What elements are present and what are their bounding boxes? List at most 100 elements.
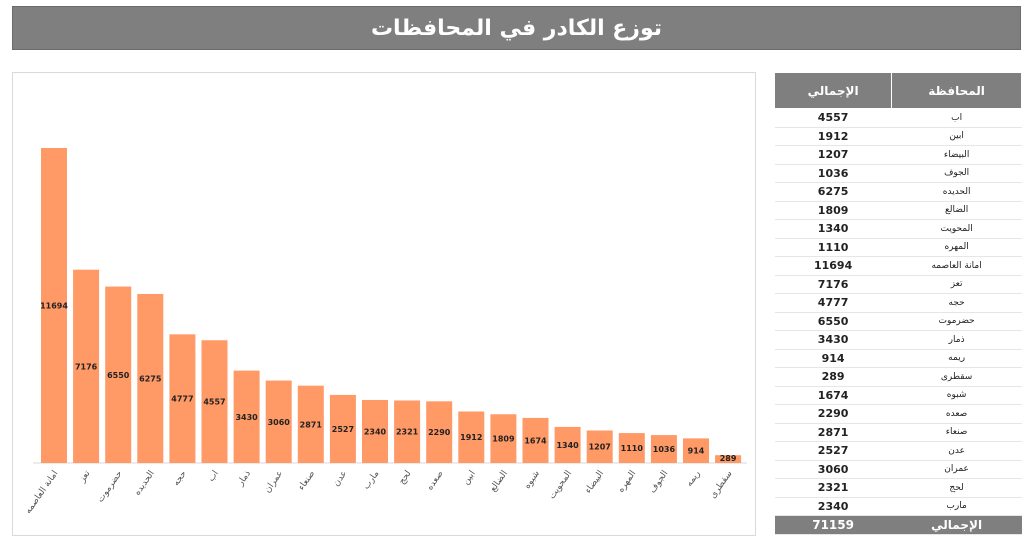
row-governorate: ابين [891, 127, 1022, 146]
bar [618, 433, 645, 463]
category-label: حضرموت [96, 469, 125, 504]
table-header-row: الإجمالي المحافظة [773, 72, 1022, 109]
row-governorate: صعده [891, 404, 1022, 424]
bar [233, 370, 260, 463]
bar [73, 269, 100, 463]
data-label: 1036 [653, 445, 676, 454]
category-label: لحج [397, 469, 413, 487]
data-label: 1912 [460, 433, 482, 442]
bar [362, 399, 388, 463]
table-row: 2290 صعده [774, 404, 1022, 424]
row-governorate: ذمار [891, 330, 1022, 350]
row-value: 2527 [774, 441, 892, 461]
bar [554, 426, 581, 463]
data-label: 3060 [268, 418, 291, 427]
row-value: 2321 [774, 478, 892, 498]
data-label: 6550 [107, 371, 130, 380]
row-value: 1674 [774, 386, 892, 405]
table-body: 4557 اب 1912 ابين 1207 البيضاء 1036 الجوف 6275 ال… [774, 108, 1022, 516]
row-value: 6275 [774, 182, 892, 202]
row-value: 2290 [774, 404, 892, 424]
bar [201, 340, 228, 463]
category-label: مارب [362, 469, 382, 492]
data-label: 3430 [235, 413, 258, 422]
bar [329, 394, 356, 463]
bar [169, 334, 196, 463]
table-row: 4777 حجه [774, 293, 1022, 313]
row-value: 289 [774, 367, 892, 387]
row-value: 1340 [774, 219, 892, 239]
row-value: 3060 [774, 460, 892, 479]
total-value: 71159 [774, 515, 892, 535]
row-value: 11694 [774, 256, 892, 276]
category-label: شبوه [523, 469, 542, 491]
bar [586, 430, 613, 463]
row-governorate: شبوه [891, 386, 1022, 405]
row-governorate: الضالع [891, 201, 1022, 220]
category-label: الجوف [648, 469, 671, 495]
category-label: عدن [332, 469, 350, 488]
title-bar: توزع الكادر في المحافظات [12, 6, 1021, 50]
row-governorate: المحويت [891, 219, 1022, 239]
page-title: توزع الكادر في المحافظات [370, 15, 663, 41]
row-value: 1207 [774, 145, 892, 165]
header-governorate: المحافظة [891, 72, 1022, 109]
data-label: 2321 [396, 428, 419, 437]
data-label: 2290 [428, 428, 451, 437]
row-governorate: عمران [891, 460, 1022, 479]
bar [265, 380, 292, 463]
table-row: 3060 عمران [774, 460, 1022, 479]
table-row: 2527 عدن [774, 441, 1022, 461]
table-row: 1340 المحويت [774, 219, 1022, 239]
table-row: 11694 امانة العاصمه [774, 256, 1022, 276]
data-label: 289 [720, 454, 737, 463]
row-value: 1912 [774, 127, 892, 146]
table-row: 1809 الضالع [774, 201, 1022, 220]
data-label: 2871 [300, 420, 323, 429]
table-row: 4557 اب [774, 108, 1022, 128]
table-row: 1912 ابين [774, 127, 1022, 146]
table-row: 2321 لحج [774, 478, 1022, 498]
table-row: 6275 الحديده [774, 182, 1022, 202]
category-label: امانة العاصمه [23, 469, 60, 516]
row-governorate: عدن [891, 441, 1022, 461]
row-governorate: ريمه [891, 349, 1022, 368]
table-row: 1110 المهره [774, 238, 1022, 257]
category-label: عمران [263, 469, 285, 495]
row-value: 4777 [774, 293, 892, 313]
table-row: 1674 شبوه [774, 386, 1022, 405]
data-label: 1110 [621, 444, 644, 453]
category-label: المهره [616, 469, 638, 495]
category-label: اب [206, 469, 220, 484]
bar [650, 435, 677, 463]
data-label: 914 [688, 447, 705, 456]
table-total-row: 71159 الإجمالي [774, 515, 1022, 535]
data-label: 1674 [524, 436, 547, 445]
data-label: 2527 [332, 425, 354, 434]
category-label: ذمار [235, 469, 253, 489]
data-label: 2340 [364, 427, 387, 436]
row-value: 7176 [774, 275, 892, 294]
table-row: 1207 البيضاء [774, 145, 1022, 165]
category-label: ريمه [685, 469, 703, 489]
category-label: المحويت [547, 469, 574, 501]
bar [522, 417, 549, 463]
bar [394, 400, 421, 463]
bar-chart: 11694 امانة العاصمه 7176 تعز 6550 حضرموت 6275 ا… [12, 72, 756, 536]
category-label: صعده [425, 469, 445, 492]
bar [137, 293, 164, 463]
header-total: الإجمالي [773, 72, 893, 109]
row-value: 1110 [774, 238, 892, 257]
row-value: 1036 [774, 164, 892, 183]
category-label: البيضاء [583, 469, 606, 496]
table-row: 1036 الجوف [774, 164, 1022, 183]
row-value: 1809 [774, 201, 892, 220]
row-governorate: الجوف [891, 164, 1022, 183]
bar [458, 411, 485, 463]
bar [41, 148, 67, 463]
category-label: ابين [461, 469, 478, 487]
row-governorate: امانة العاصمه [891, 256, 1022, 276]
table-row: 6550 حضرموت [774, 312, 1022, 331]
data-label: 7176 [75, 362, 98, 371]
data-label: 1207 [589, 443, 611, 452]
